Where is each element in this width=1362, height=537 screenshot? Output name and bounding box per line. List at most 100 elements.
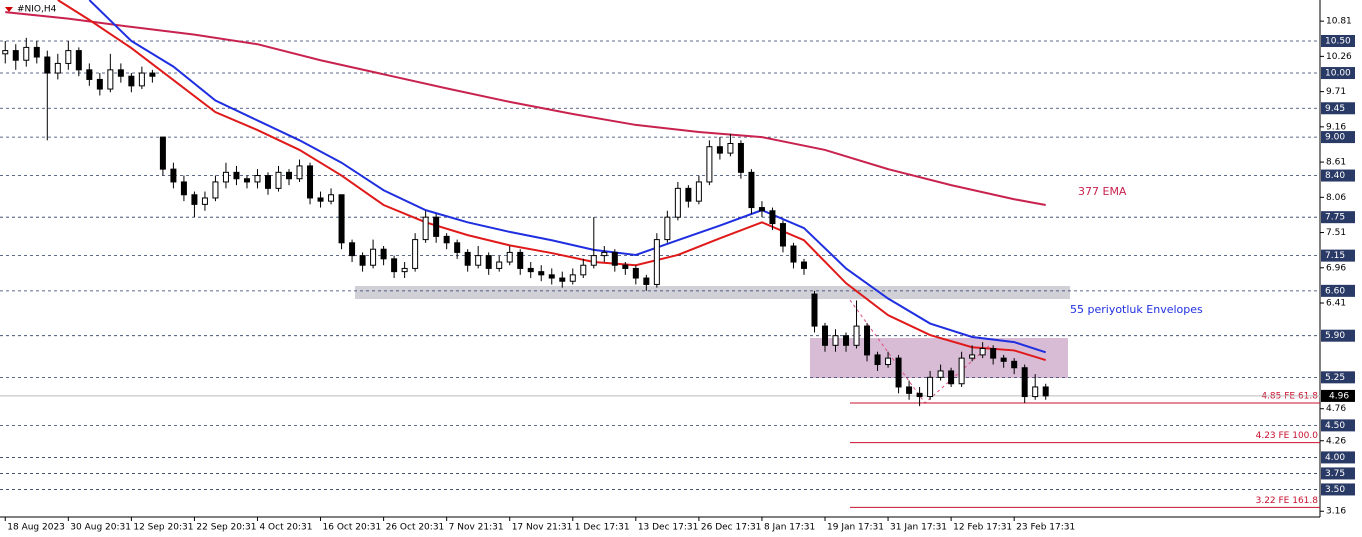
x-tick-label: 18 Aug 2023 — [7, 523, 65, 533]
level-label: 6.60 — [1325, 286, 1345, 296]
candle-body — [643, 277, 650, 285]
candle-body — [128, 75, 135, 87]
candle-body — [2, 50, 9, 55]
candle-body — [590, 255, 597, 266]
x-tick-label: 4 Oct 20:31 — [259, 523, 312, 533]
candle-body — [927, 376, 934, 398]
candle-body — [958, 357, 965, 385]
level-box — [1321, 35, 1355, 48]
candle-body — [853, 325, 860, 346]
level-box — [1321, 102, 1355, 115]
candle-body — [843, 335, 850, 346]
x-tick-label: 1 Dec 17:31 — [575, 523, 630, 533]
x-tick-label: 23 Feb 17:31 — [1016, 523, 1075, 533]
candle-body — [832, 335, 839, 346]
support-zone — [355, 286, 1070, 299]
candle-body — [433, 216, 440, 237]
candle-body — [75, 50, 82, 71]
level-label: 3.75 — [1325, 469, 1345, 479]
candle-body — [864, 325, 871, 356]
candle-body — [779, 223, 786, 247]
target-label: 4.23 FE 100.0 — [1256, 431, 1319, 441]
x-tick-label: 31 Jan 17:31 — [890, 523, 947, 533]
candle-body — [559, 277, 566, 282]
x-tick-label: 17 Nov 21:31 — [512, 523, 573, 533]
target-label: 4.85 FE 61.8 — [1261, 391, 1318, 401]
level-label: 8.40 — [1325, 171, 1345, 181]
candle-body — [885, 357, 892, 366]
x-tick-label: 7 Nov 21:31 — [449, 523, 504, 533]
candle-body — [674, 187, 681, 218]
candle-body — [349, 242, 356, 257]
indicator-line — [5, 11, 1046, 206]
level-box — [1321, 451, 1355, 464]
candle-body — [254, 175, 261, 183]
candle-body — [391, 258, 398, 273]
y-tick-label: 10.81 — [1326, 17, 1352, 27]
candle-body — [1011, 360, 1018, 369]
level-label: 4.00 — [1325, 453, 1345, 463]
candle-body — [1021, 367, 1028, 398]
candle-body — [44, 56, 51, 74]
candle-body — [243, 178, 250, 183]
candle-body — [338, 194, 345, 244]
last-price-label: 4.96 — [1329, 391, 1349, 401]
candle-body — [1032, 386, 1039, 398]
level-box — [1321, 131, 1355, 144]
candle-body — [916, 392, 923, 398]
x-tick-label: 12 Feb 17:31 — [953, 523, 1012, 533]
x-tick-label: 12 Sep 20:31 — [133, 523, 193, 533]
candle-body — [695, 181, 702, 202]
y-tick-label: 4.26 — [1326, 436, 1346, 446]
annotation: 55 periyotluk Envelopes — [1070, 303, 1203, 316]
x-tick-label: 16 Oct 20:31 — [323, 523, 382, 533]
level-label: 5.90 — [1325, 331, 1345, 341]
level-box — [1321, 483, 1355, 496]
candle-body — [286, 171, 293, 180]
candle-body — [180, 181, 187, 196]
candle-body — [716, 146, 723, 154]
y-tick-label: 10.26 — [1326, 52, 1352, 62]
candle-body — [769, 210, 776, 225]
y-tick-label: 8.06 — [1326, 193, 1346, 203]
candle-body — [506, 251, 513, 263]
level-label: 5.25 — [1325, 373, 1345, 383]
level-box — [1321, 211, 1355, 224]
candle-body — [811, 293, 818, 327]
candle-body — [117, 69, 124, 77]
level-box — [1321, 67, 1355, 80]
candle-body — [264, 175, 271, 189]
level-box — [1321, 371, 1355, 384]
y-tick-label: 6.41 — [1326, 299, 1346, 309]
candle-body — [380, 248, 387, 260]
level-label: 9.00 — [1325, 133, 1345, 143]
candle-body — [454, 242, 461, 253]
candle-body — [601, 251, 608, 257]
candle-body — [800, 261, 807, 269]
candle-body — [12, 50, 19, 61]
candle-body — [632, 267, 639, 279]
level-box — [1321, 467, 1355, 480]
candle-body — [706, 146, 713, 183]
candle-body — [538, 271, 545, 276]
x-tick-label: 30 Aug 20:31 — [70, 523, 131, 533]
candle-body — [1042, 386, 1049, 397]
candle-body — [1000, 357, 1007, 362]
candle-body — [96, 78, 103, 90]
chart-title: #NIO,H4 — [17, 5, 57, 15]
candle-body — [580, 264, 587, 276]
candle-body — [107, 69, 114, 90]
candle-body — [874, 354, 881, 366]
level-label: 10.50 — [1325, 37, 1351, 47]
candle-body — [233, 171, 240, 180]
candle-body — [475, 255, 482, 266]
x-tick-label: 26 Oct 20:31 — [386, 523, 445, 533]
candle-body — [548, 274, 555, 279]
candle-body — [296, 165, 303, 180]
level-box — [1321, 329, 1355, 342]
candle-body — [464, 251, 471, 266]
candle-body — [664, 216, 671, 241]
level-label: 3.50 — [1325, 485, 1345, 495]
annotation: 377 EMA — [1078, 185, 1127, 198]
